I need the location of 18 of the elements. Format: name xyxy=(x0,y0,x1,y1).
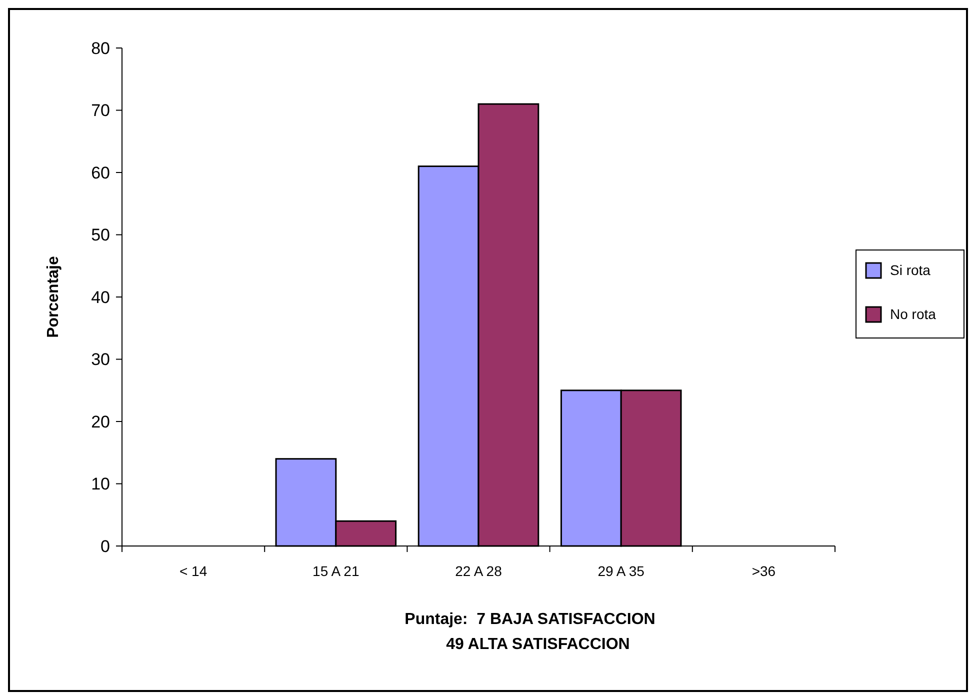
x-tick-label: 15 A 21 xyxy=(312,563,360,579)
legend-label: No rota xyxy=(890,306,936,322)
x-axis-title: Puntaje: 7 BAJA SATISFACCION 49 ALTA SATISFACCION xyxy=(404,611,656,653)
y-tick-label: 80 xyxy=(91,38,110,58)
x-tick-label: < 14 xyxy=(179,563,208,579)
x-tick-label: >36 xyxy=(752,563,776,579)
y-tick-label: 50 xyxy=(91,226,110,245)
legend-label: Si rota xyxy=(890,262,931,278)
y-tick-label: 0 xyxy=(100,536,110,556)
y-tick-label: 40 xyxy=(91,288,110,307)
y-tick-label: 60 xyxy=(91,163,110,182)
y-tick-label: 70 xyxy=(91,101,110,120)
y-tick-label: 10 xyxy=(91,474,110,494)
x-tick-label: 22 A 28 xyxy=(455,563,502,579)
y-axis-title: Porcentaje xyxy=(45,256,62,338)
y-tick-label: 20 xyxy=(91,412,110,432)
y-tick-label: 30 xyxy=(91,350,110,370)
x-tick-label: 29 A 35 xyxy=(598,563,645,579)
